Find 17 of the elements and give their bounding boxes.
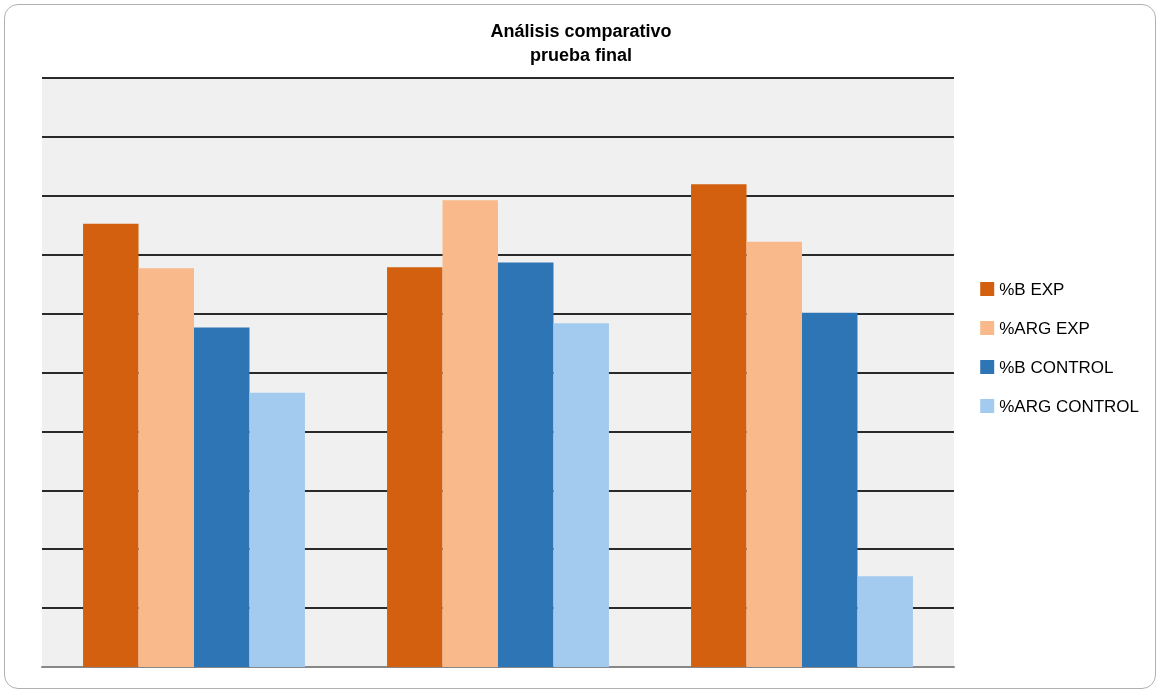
bar bbox=[498, 262, 554, 667]
legend-label: %ARG EXP bbox=[999, 318, 1090, 338]
bar bbox=[194, 327, 250, 667]
bar bbox=[691, 184, 747, 667]
bar bbox=[802, 312, 858, 667]
bar bbox=[138, 268, 194, 667]
bar bbox=[83, 223, 139, 667]
bar bbox=[249, 392, 305, 667]
bar bbox=[857, 576, 913, 667]
bar bbox=[553, 323, 609, 667]
chart-title: Análisis comparativo prueba final bbox=[490, 21, 672, 65]
legend-label: %B CONTROL bbox=[999, 357, 1114, 377]
bar bbox=[387, 267, 443, 667]
legend-label: %ARG CONTROL bbox=[999, 396, 1139, 416]
legend-label: %B EXP bbox=[999, 279, 1065, 299]
bar bbox=[442, 200, 498, 667]
bar bbox=[746, 241, 802, 667]
